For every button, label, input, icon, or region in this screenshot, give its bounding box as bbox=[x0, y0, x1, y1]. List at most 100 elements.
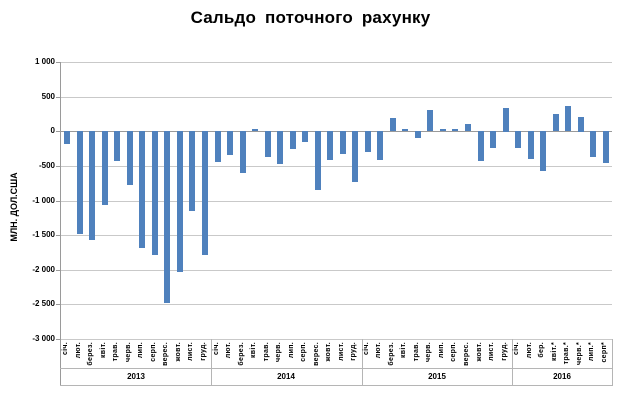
y-tick-label: 1 000 bbox=[34, 57, 55, 66]
x-tick-label: черв. bbox=[275, 342, 282, 362]
bar-2015-верес bbox=[465, 124, 471, 131]
y-tick-label: -3 000 bbox=[32, 334, 55, 343]
bar-2013-трав bbox=[114, 131, 120, 161]
y-tick-label: -1 500 bbox=[32, 230, 55, 239]
bar-2014-верес bbox=[315, 131, 321, 190]
y-axis-tick bbox=[56, 131, 60, 132]
x-tick-label: лист. bbox=[187, 342, 194, 361]
gridline bbox=[61, 97, 612, 98]
x-tick-label: лип.* bbox=[588, 342, 595, 362]
x-tick-label: трав. bbox=[413, 342, 420, 362]
bar-2013-верес bbox=[164, 131, 170, 303]
x-tick-label: черв.* bbox=[576, 342, 583, 366]
x-tick-label: лют. bbox=[75, 342, 82, 359]
x-tick-label: серп* bbox=[601, 342, 608, 363]
x-tick-label: лист. bbox=[338, 342, 345, 361]
bar-2015-лип bbox=[440, 129, 446, 131]
axis-bottom-line bbox=[60, 385, 613, 386]
x-tick-label: груд. bbox=[350, 342, 357, 361]
bar-2016-лют bbox=[528, 131, 534, 159]
gridline bbox=[61, 166, 612, 167]
gridline bbox=[61, 131, 612, 132]
gridline bbox=[61, 339, 612, 340]
bar-2016-трав bbox=[565, 106, 571, 131]
bar-2013-лип bbox=[139, 131, 145, 248]
x-tick-label: квіт. bbox=[400, 342, 407, 359]
bar-2014-лют bbox=[227, 131, 233, 155]
gridline bbox=[61, 235, 612, 236]
x-tick-label: трав.* bbox=[563, 342, 570, 365]
bar-2013-квіт bbox=[102, 131, 108, 205]
bar-2016-серп bbox=[603, 131, 609, 163]
bar-2013-берез bbox=[89, 131, 95, 240]
x-tick-label: верес. bbox=[463, 342, 470, 366]
y-axis-tick bbox=[56, 62, 60, 63]
bar-2014-лист bbox=[340, 131, 346, 154]
bar-2016-квіт bbox=[553, 114, 559, 131]
bar-2013-черв bbox=[127, 131, 133, 185]
x-tick-label: квіт. bbox=[100, 342, 107, 359]
x-tick-label: серп. bbox=[300, 342, 307, 362]
bar-2015-квіт bbox=[402, 129, 408, 131]
x-tick-label: січ. bbox=[513, 342, 520, 356]
x-tick-label: січ. bbox=[213, 342, 220, 356]
year-label-2016: 2016 bbox=[553, 372, 571, 381]
year-label-2014: 2014 bbox=[277, 372, 295, 381]
bar-2016-бер bbox=[540, 131, 546, 171]
y-axis-tick bbox=[56, 304, 60, 305]
bar-2016-лип bbox=[590, 131, 596, 157]
y-axis-tick bbox=[56, 270, 60, 271]
y-axis-line bbox=[60, 62, 61, 385]
bar-2015-лют bbox=[377, 131, 383, 160]
bar-2015-січ bbox=[365, 131, 371, 152]
x-tick-label: трав. bbox=[263, 342, 270, 362]
bar-2014-черв bbox=[277, 131, 283, 164]
bar-2013-лист bbox=[189, 131, 195, 211]
y-axis-tick bbox=[56, 97, 60, 98]
x-tick-label: січ. bbox=[363, 342, 370, 356]
x-tick-label: верес. bbox=[162, 342, 169, 366]
y-tick-label: 0 bbox=[50, 126, 55, 135]
chart-title: Сальдо поточного рахунку bbox=[190, 8, 431, 27]
x-tick-label: лип. bbox=[288, 342, 295, 359]
x-tick-label: верес. bbox=[313, 342, 320, 366]
x-tick-label: берез. bbox=[87, 342, 94, 366]
y-axis-tick bbox=[56, 201, 60, 202]
x-tick-label: лист. bbox=[488, 342, 495, 361]
x-tick-label: черв. bbox=[125, 342, 132, 362]
bar-2014-груд bbox=[352, 131, 358, 182]
x-tick-label: лют. bbox=[375, 342, 382, 359]
x-tick-label: жовт. bbox=[325, 342, 332, 362]
month-year-divider bbox=[60, 368, 613, 369]
bar-2015-серп bbox=[452, 129, 458, 131]
bar-2013-груд bbox=[202, 131, 208, 255]
bar-2014-жовт bbox=[327, 131, 333, 160]
x-tick-label: лют. bbox=[225, 342, 232, 359]
year-separator bbox=[512, 339, 513, 385]
bar-2015-лист bbox=[490, 131, 496, 148]
gridline bbox=[61, 201, 612, 202]
x-tick-label: черв. bbox=[425, 342, 432, 362]
bar-2015-берез bbox=[390, 118, 396, 131]
bar-2015-трав bbox=[415, 131, 421, 138]
bar-2014-серп bbox=[302, 131, 308, 142]
x-tick-label: жовт. bbox=[476, 342, 483, 362]
bar-2014-трав bbox=[265, 131, 271, 157]
bar-2015-груд bbox=[503, 108, 509, 132]
bar-2015-жовт bbox=[478, 131, 484, 161]
year-separator bbox=[362, 339, 363, 385]
x-tick-label: груд. bbox=[200, 342, 207, 361]
bar-2014-лип bbox=[290, 131, 296, 149]
x-tick-label: жовт. bbox=[175, 342, 182, 362]
bar-2013-жовт bbox=[177, 131, 183, 272]
x-tick-label: груд. bbox=[501, 342, 508, 361]
y-tick-label: 500 bbox=[41, 92, 55, 101]
year-separator bbox=[211, 339, 212, 385]
gridline bbox=[61, 304, 612, 305]
y-tick-label: -1 000 bbox=[32, 196, 55, 205]
year-label-2013: 2013 bbox=[127, 372, 145, 381]
year-label-2015: 2015 bbox=[428, 372, 446, 381]
bar-2013-серп bbox=[152, 131, 158, 255]
gridline bbox=[61, 62, 612, 63]
